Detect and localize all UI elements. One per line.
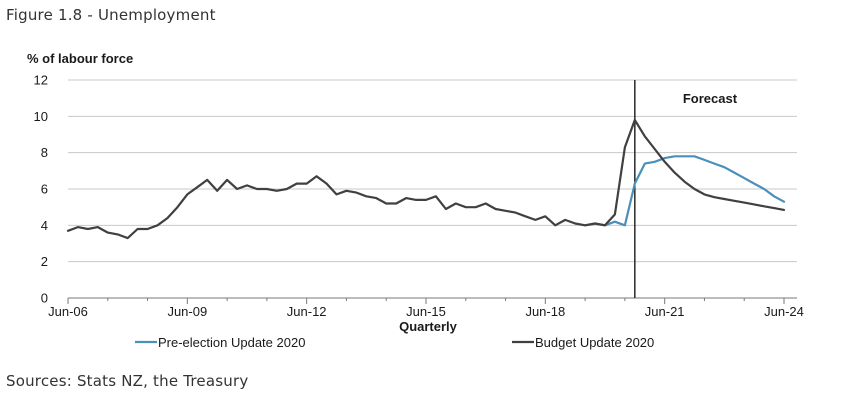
forecast-label: Forecast <box>683 91 738 106</box>
x-tick-label: Jun-24 <box>764 304 804 319</box>
figure-title: Figure 1.8 - Unemployment <box>6 6 216 24</box>
gridlines <box>68 79 797 263</box>
y-tick-label: 12 <box>34 73 48 88</box>
x-tick-label: Jun-18 <box>525 304 565 319</box>
y-axis-label: % of labour force <box>27 51 133 66</box>
x-tick-label: Jun-06 <box>48 304 88 319</box>
y-tick-labels: 0 2 4 6 8 10 12 <box>34 73 48 306</box>
y-tick-label: 10 <box>34 109 48 124</box>
y-tick-label: 8 <box>41 145 48 160</box>
legend-label: Pre-election Update 2020 <box>158 335 305 350</box>
series-line-budget <box>66 118 786 240</box>
x-axis-label: Quarterly <box>399 319 458 334</box>
x-tick-label: Jun-21 <box>645 304 685 319</box>
legend: Pre-election Update 2020 Budget Update 20… <box>135 335 654 350</box>
y-tick-label: 2 <box>41 254 48 269</box>
y-tick-label: 4 <box>41 218 48 233</box>
y-tick-label: 0 <box>41 291 48 306</box>
y-tick-label: 6 <box>41 182 48 197</box>
x-tick-label: Jun-09 <box>167 304 207 319</box>
x-tick-label: Jun-12 <box>287 304 327 319</box>
legend-label: Budget Update 2020 <box>535 335 654 350</box>
x-axis: Jun-06 Jun-09 Jun-12 Jun-15 Jun-18 Jun-21 Jun-… <box>48 297 804 319</box>
forecast-marker: Forecast <box>634 80 738 298</box>
x-tick-label: Jun-15 <box>406 304 446 319</box>
source-note: Sources: Stats NZ, the Treasury <box>6 372 249 390</box>
series-line-pre-election <box>583 155 786 227</box>
series-lines <box>66 118 786 240</box>
